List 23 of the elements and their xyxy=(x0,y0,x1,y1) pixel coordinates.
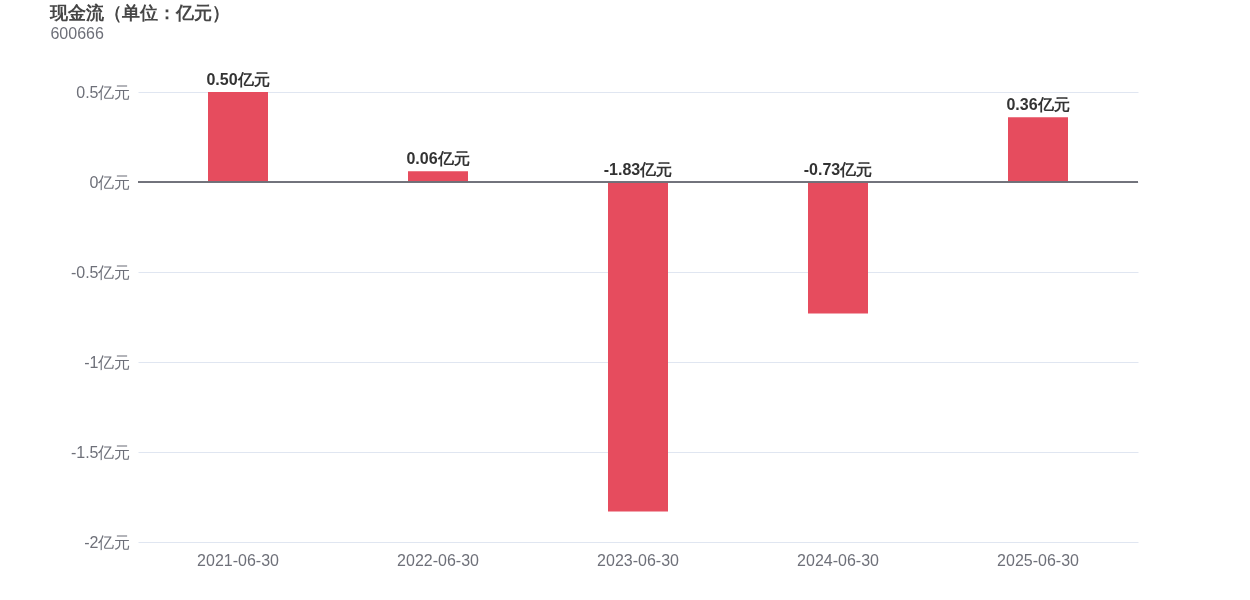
y-tick-label: -1.5亿元 xyxy=(70,443,131,461)
bar xyxy=(608,182,668,512)
data-label: 0.36亿元 xyxy=(1006,96,1070,114)
x-tick-label: 2021-06-30 xyxy=(197,551,280,569)
x-tick-label: 2024-06-30 xyxy=(797,551,880,569)
y-tick-label: -0.5亿元 xyxy=(70,263,131,281)
x-tick-label: 2023-06-30 xyxy=(597,551,680,569)
y-tick-label: -1亿元 xyxy=(84,353,131,371)
bar xyxy=(1008,117,1068,182)
data-label: -0.73亿元 xyxy=(803,161,873,178)
y-tick-label: 0亿元 xyxy=(89,173,131,191)
bar xyxy=(408,171,468,182)
x-tick-label: 2022-06-30 xyxy=(397,551,480,569)
data-label: 0.06亿元 xyxy=(406,150,470,168)
x-tick-label: 2025-06-30 xyxy=(997,551,1080,569)
bar xyxy=(808,182,868,314)
y-tick-label: 0.5亿元 xyxy=(76,83,131,101)
data-label: -1.83亿元 xyxy=(603,161,673,178)
bar xyxy=(208,92,268,182)
chart-title: 现金流（单位：亿元） xyxy=(49,3,231,23)
data-label: 0.50亿元 xyxy=(206,71,270,88)
chart-subtitle: 600666 xyxy=(50,25,104,42)
y-tick-label: -2亿元 xyxy=(84,533,131,551)
